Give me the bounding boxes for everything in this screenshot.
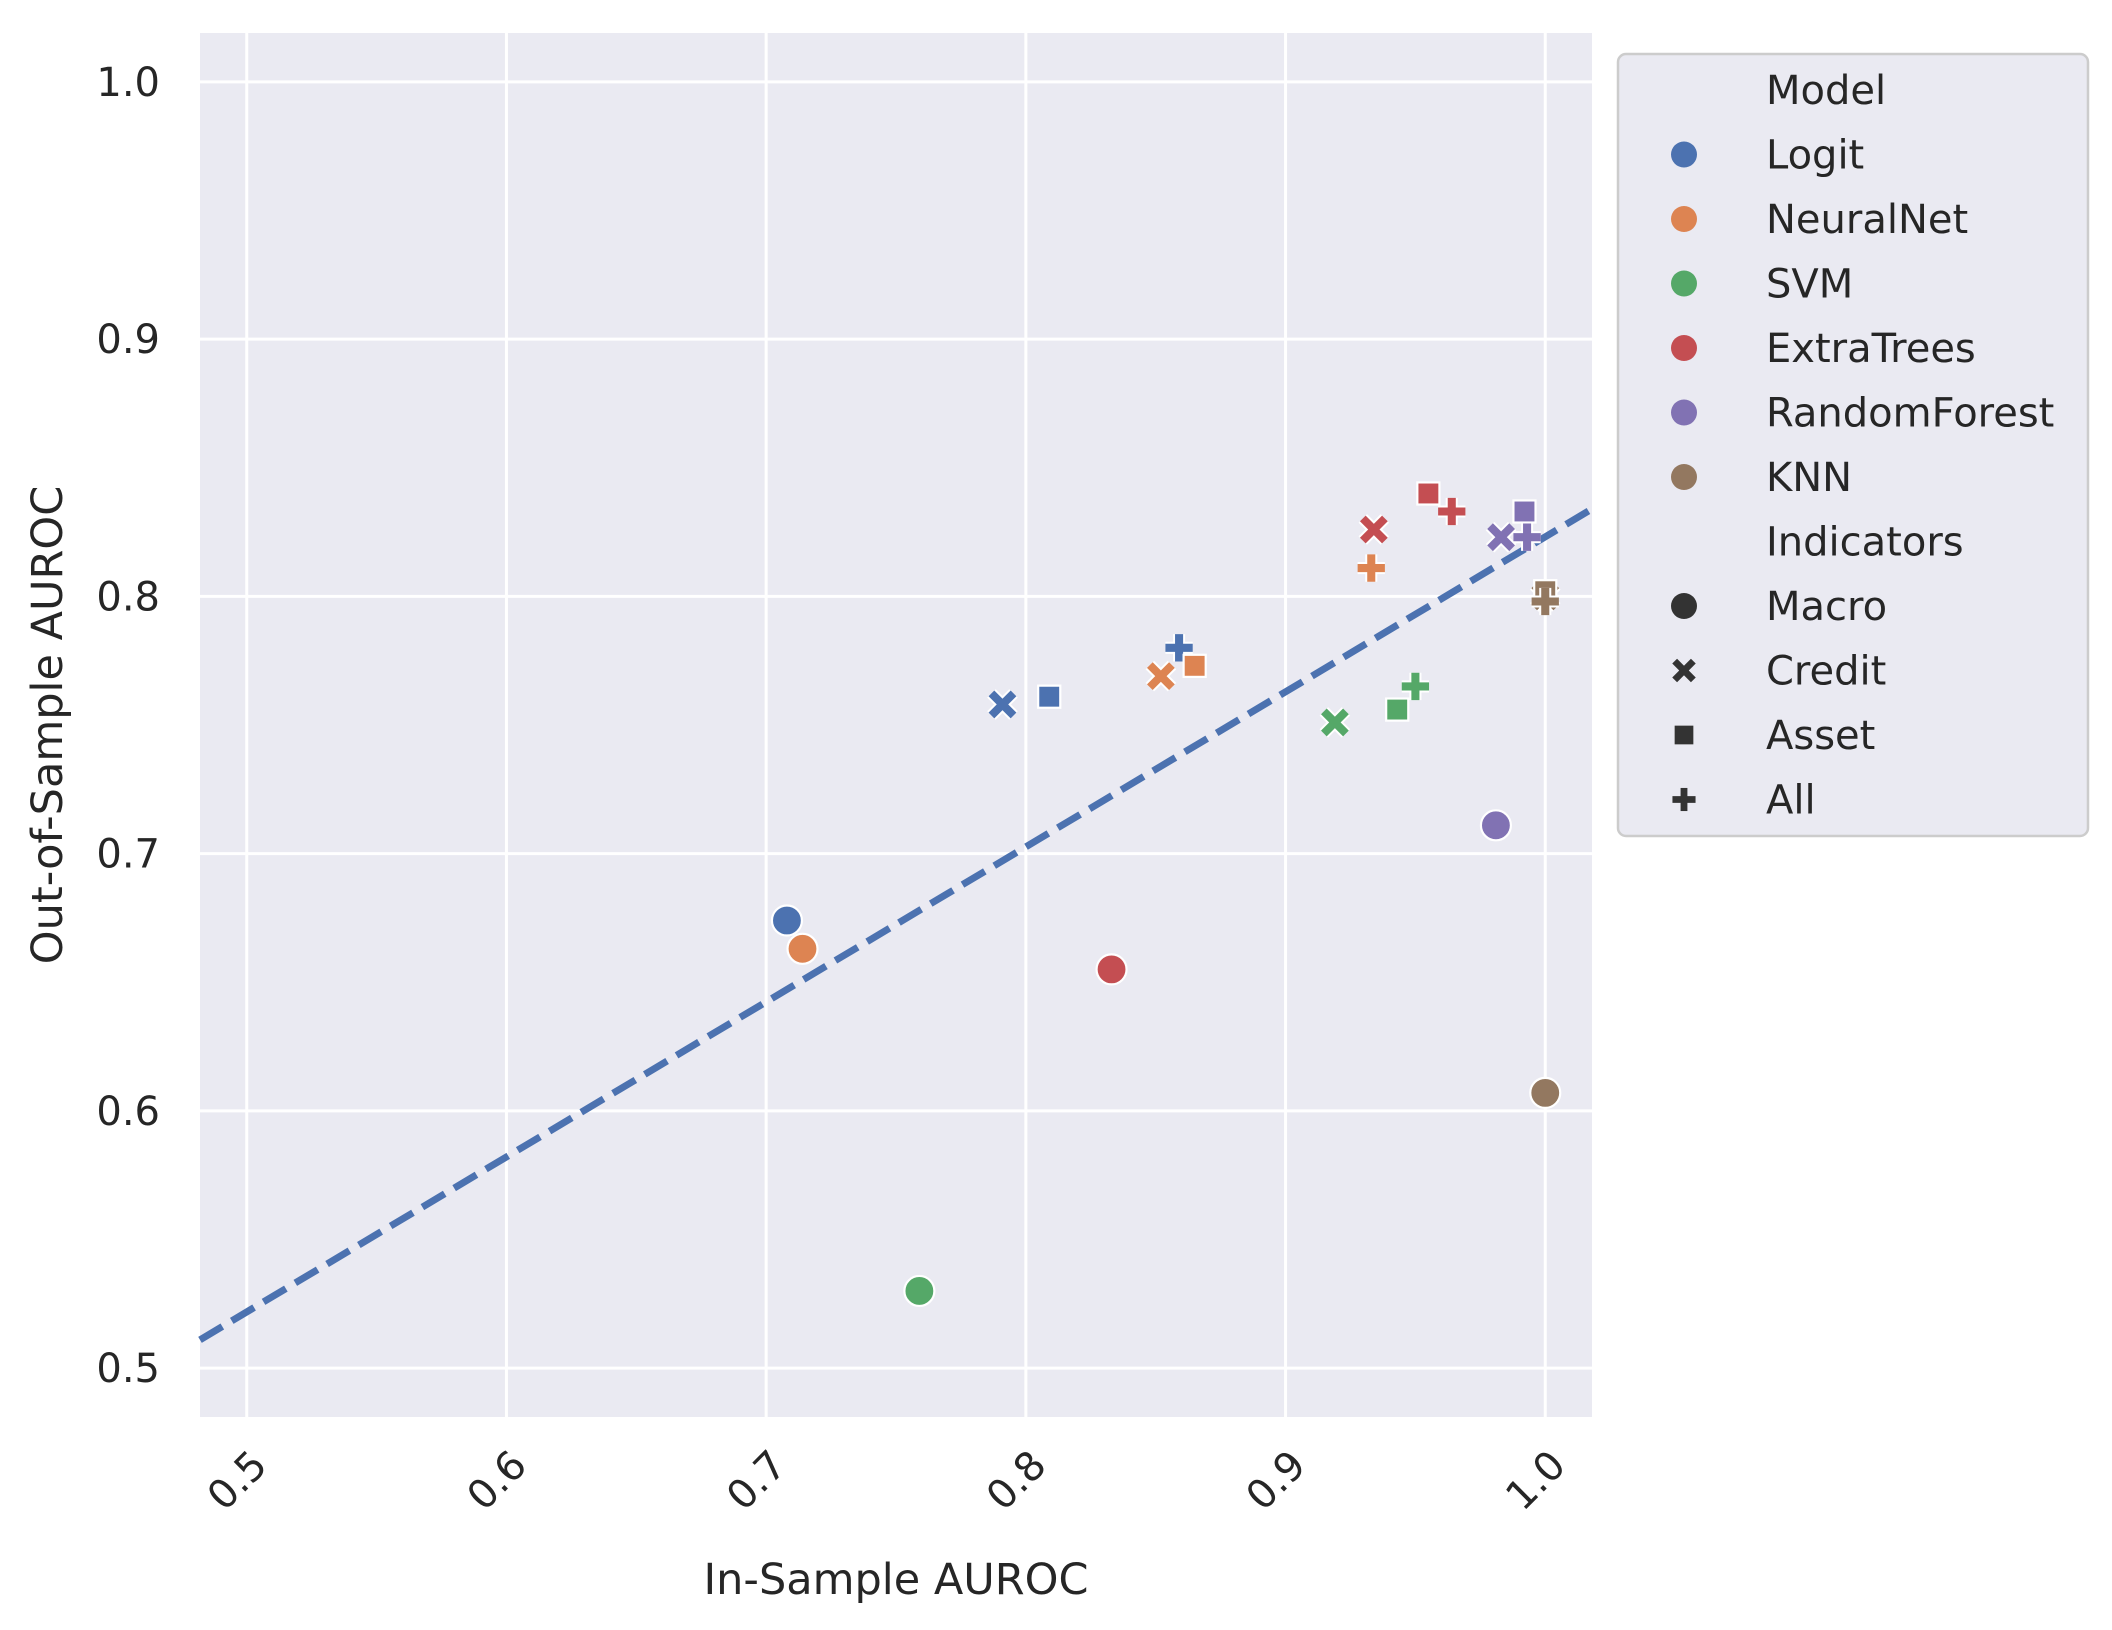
point-logit-asset [1037,684,1062,709]
point-extratrees-macro [1095,953,1128,986]
legend-marker-credit [1672,658,1696,683]
data-points [770,481,1562,1308]
point-neuralnet-asset [1182,653,1207,678]
point-svm-macro [903,1274,936,1308]
legend-marker-neuralnet [1671,206,1697,232]
x-axis-ticks: 0.5 0.6 0.7 0.8 0.9 1.0 [199,1442,1575,1520]
legend-marker-extratrees [1671,335,1697,361]
grid-lines [200,33,1592,1417]
plot-background [200,33,1592,1417]
y-axis-ticks: 0.5 0.6 0.7 0.8 0.9 1.0 [96,60,160,1392]
point-randomforest-asset [1512,499,1537,524]
point-randomforest-credit [1485,521,1517,553]
legend-title-indicators: Indicators [1766,520,1964,566]
legend-label-asset: Asset [1766,713,1875,759]
x-tick-label: 0.7 [718,1442,796,1520]
legend-marker-svm [1671,270,1697,297]
legend-marker-all [1672,787,1696,812]
legend: Model Logit NeuralNet SVM ExtraTrees RandomFo… [1616,52,2090,838]
point-knn-all [1531,587,1559,616]
legend-marker-knn [1671,464,1697,490]
legend-label-neuralnet: NeuralNet [1766,197,1968,243]
legend-marker-asset [1674,725,1694,745]
x-tick-label: 0.8 [978,1442,1056,1520]
x-tick-label: 0.9 [1238,1442,1316,1520]
y-tick-label: 0.9 [96,317,160,363]
point-randomforest-all [1513,523,1541,551]
y-tick-label: 0.7 [96,832,160,878]
y-tick-label: 0.8 [96,574,160,620]
legend-label-extratrees: ExtraTrees [1766,326,1976,372]
point-extratrees-credit [1358,514,1390,545]
y-axis-label: Out-of-Sample AUROC [23,486,73,964]
point-extratrees-asset [1416,481,1441,506]
legend-frame [1616,52,2090,838]
legend-label-randomforest: RandomForest [1766,391,2054,437]
reference-line [198,505,1594,1343]
point-svm-credit [1319,707,1351,738]
y-tick-label: 0.6 [96,1089,160,1135]
point-logit-credit [987,689,1018,720]
legend-label-macro: Macro [1766,584,1887,630]
point-neuralnet-macro [786,932,819,965]
legend-label-all: All [1766,778,1816,824]
legend-label-svm: SVM [1766,262,1853,308]
legend-marker-logit [1671,141,1697,168]
x-tick-label: 0.5 [199,1442,277,1520]
x-tick-label: 0.6 [458,1442,536,1520]
x-tick-label: 1.0 [1497,1442,1575,1520]
legend-label-credit: Credit [1766,649,1886,695]
y-tick-label: 0.5 [96,1346,160,1392]
legend-label-logit: Logit [1766,133,1864,179]
reference-line-layer [198,505,1594,1343]
legend-marker-macro [1671,593,1697,619]
point-svm-all [1401,672,1430,701]
point-logit-all [1165,634,1193,662]
legend-title-model: Model [1766,68,1886,114]
x-axis-label: In-Sample AUROC [704,1555,1089,1605]
point-neuralnet-credit [1145,660,1177,692]
legend-items: Model Logit NeuralNet SVM ExtraTrees RandomFo… [1671,68,2054,824]
point-logit-macro [770,904,804,937]
legend-marker-randomforest [1671,399,1697,426]
point-knn-macro [1529,1076,1562,1109]
point-randomforest-macro [1479,809,1513,842]
point-neuralnet-all [1357,554,1385,582]
legend-label-knn: KNN [1766,455,1852,501]
y-tick-label: 1.0 [96,60,160,106]
point-extratrees-all [1438,497,1466,526]
point-svm-asset [1385,697,1410,722]
